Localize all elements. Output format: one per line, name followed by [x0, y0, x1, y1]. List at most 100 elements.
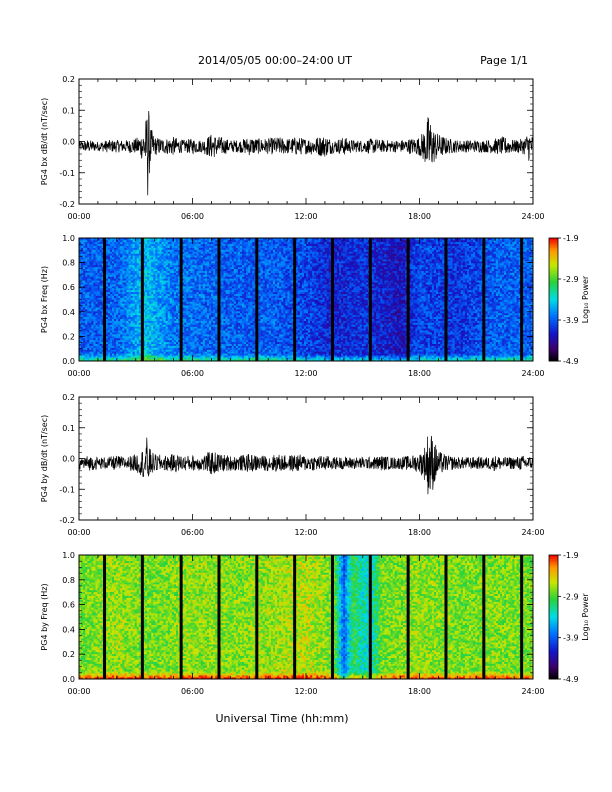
heatmap-cell — [228, 259, 230, 261]
heatmap-cell — [126, 276, 128, 278]
heatmap-cell — [176, 315, 178, 317]
heatmap-cell — [162, 351, 164, 353]
heatmap-cell — [98, 342, 100, 344]
heatmap-cell — [137, 346, 139, 348]
heatmap-cell — [151, 278, 153, 280]
heatmap-cell — [186, 273, 188, 275]
heatmap-cell — [221, 326, 223, 328]
heatmap-cell — [131, 323, 133, 325]
heatmap-cell — [137, 323, 139, 325]
heatmap-cell — [166, 351, 168, 353]
heatmap-cell — [176, 298, 178, 300]
heatmap-cell — [124, 342, 126, 344]
heatmap-cell — [190, 324, 192, 326]
heatmap-cell — [83, 324, 85, 326]
heatmap-cell — [184, 265, 186, 267]
heatmap-cell — [205, 301, 207, 303]
heatmap-cell — [135, 259, 137, 261]
heatmap-cell — [172, 265, 174, 267]
heatmap-cell — [223, 248, 225, 250]
heatmap-cell — [96, 319, 98, 321]
heatmap-cell — [89, 336, 91, 338]
heatmap-cell — [166, 305, 168, 307]
heatmap-cell — [129, 340, 131, 342]
heatmap-cell — [100, 351, 102, 353]
heatmap-cell — [153, 280, 155, 282]
heatmap-cell — [162, 278, 164, 280]
heatmap-cell — [118, 248, 120, 250]
heatmap-cell — [234, 349, 236, 351]
heatmap-cell — [147, 346, 149, 348]
heatmap-cell — [126, 248, 128, 250]
heatmap-cell — [110, 267, 112, 269]
heatmap-cell — [197, 355, 199, 357]
heatmap-cell — [135, 301, 137, 303]
heatmap-cell — [209, 280, 211, 282]
heatmap-cell — [205, 332, 207, 334]
heatmap-cell — [226, 315, 228, 317]
heatmap-cell — [151, 351, 153, 353]
heatmap-cell — [108, 253, 110, 255]
heatmap-cell — [166, 344, 168, 346]
heatmap-cell — [139, 324, 141, 326]
heatmap-cell — [85, 307, 87, 309]
heatmap-cell — [195, 284, 197, 286]
heatmap-cell — [137, 294, 139, 296]
heatmap-cell — [197, 263, 199, 265]
heatmap-cell — [81, 340, 83, 342]
heatmap-cell — [174, 273, 176, 275]
heatmap-cell — [205, 286, 207, 288]
heatmap-cell — [207, 340, 209, 342]
heatmap-cell — [89, 292, 91, 294]
heatmap-cell — [114, 278, 116, 280]
heatmap-cell — [83, 255, 85, 257]
heatmap-cell — [116, 324, 118, 326]
heatmap-cell — [93, 292, 95, 294]
heatmap-cell — [195, 271, 197, 273]
heatmap-cell — [155, 261, 157, 263]
heatmap-cell — [186, 303, 188, 305]
heatmap-cell — [221, 355, 223, 357]
heatmap-cell — [159, 342, 161, 344]
heatmap-cell — [228, 348, 230, 350]
heatmap-cell — [170, 276, 172, 278]
heatmap-cell — [139, 248, 141, 250]
heatmap-cell — [114, 248, 116, 250]
heatmap-cell — [209, 334, 211, 336]
heatmap-cell — [116, 259, 118, 261]
heatmap-cell — [124, 276, 126, 278]
heatmap-cell — [157, 344, 159, 346]
heatmap-cell — [162, 286, 164, 288]
heatmap-cell — [110, 351, 112, 353]
heatmap-cell — [122, 323, 124, 325]
heatmap-cell — [147, 321, 149, 323]
heatmap-cell — [83, 303, 85, 305]
heatmap-cell — [221, 251, 223, 253]
heatmap-cell — [155, 286, 157, 288]
heatmap-cell — [83, 315, 85, 317]
heatmap-cell — [100, 349, 102, 351]
heatmap-cell — [228, 340, 230, 342]
heatmap-cell — [190, 286, 192, 288]
heatmap-cell — [197, 240, 199, 242]
heatmap-cell — [172, 346, 174, 348]
heatmap-cell — [228, 248, 230, 250]
heatmap-cell — [145, 282, 147, 284]
heatmap-cell — [232, 261, 234, 263]
heatmap-cell — [120, 273, 122, 275]
heatmap-cell — [228, 305, 230, 307]
heatmap-cell — [124, 338, 126, 340]
heatmap-cell — [89, 326, 91, 328]
heatmap-cell — [106, 324, 108, 326]
heatmap-cell — [197, 334, 199, 336]
heatmap-cell — [184, 344, 186, 346]
heatmap-cell — [176, 255, 178, 257]
heatmap-cell — [126, 334, 128, 336]
heatmap-cell — [203, 328, 205, 330]
heatmap-cell — [120, 267, 122, 269]
heatmap-cell — [108, 284, 110, 286]
heatmap-cell — [133, 298, 135, 300]
heatmap-cell — [126, 321, 128, 323]
heatmap-cell — [232, 275, 234, 277]
heatmap-cell — [157, 353, 159, 355]
